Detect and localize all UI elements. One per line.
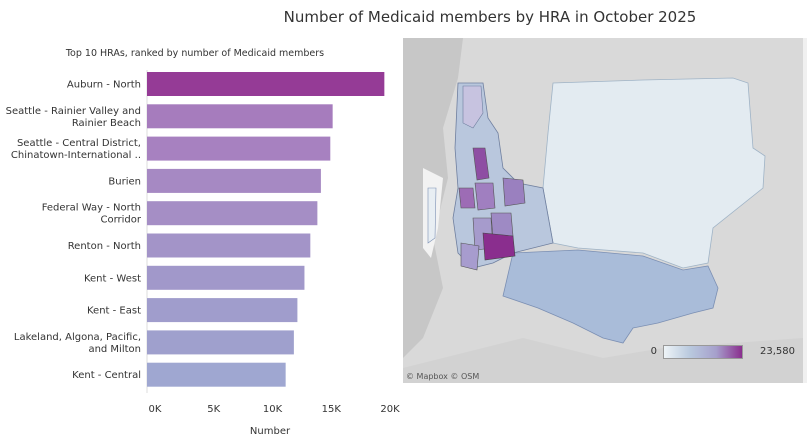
- region-southeast[interactable]: [502, 249, 719, 344]
- x-tick-label-4: 20K: [380, 404, 400, 415]
- adjacent-panel-edge: [803, 38, 807, 383]
- category-label-4: Federal Way - North Corridor: [42, 203, 142, 226]
- choropleth-map[interactable]: © Mapbox © OSM 0 23,580: [403, 38, 803, 383]
- chart-subtitle: Top 10 HRAs, ranked by number of Medicai…: [65, 48, 324, 59]
- x-tick-label-3: 15K: [322, 404, 342, 415]
- bar-0[interactable]: [147, 72, 385, 96]
- map-credit[interactable]: © Mapbox © OSM: [406, 372, 480, 381]
- category-label-2: Seattle - Central District, Chinatown-Int…: [11, 138, 141, 161]
- bar-chart: Top 10 HRAs, ranked by number of Medicai…: [6, 48, 400, 437]
- legend-max-value: 23,580: [760, 346, 795, 357]
- bar-8[interactable]: [147, 330, 294, 355]
- category-label-9: Kent - Central: [72, 370, 141, 381]
- region-federal-way[interactable]: [460, 242, 480, 271]
- category-label-1: Seattle - Rainier Valley and Rainier Beac…: [6, 106, 141, 129]
- legend-color-ramp: [663, 345, 743, 359]
- legend-min-value: 0: [650, 346, 657, 357]
- category-label-7: Kent - East: [87, 306, 141, 317]
- x-tick-label-0: 0K: [149, 404, 162, 415]
- bar-7[interactable]: [147, 298, 298, 323]
- bar-2[interactable]: [147, 136, 331, 161]
- category-label-3: Burien: [108, 176, 141, 187]
- region-seattle-central[interactable]: [472, 147, 490, 181]
- region-north-seattle[interactable]: [462, 85, 484, 129]
- region-vashon[interactable]: [427, 187, 437, 244]
- bar-1[interactable]: [147, 104, 333, 129]
- category-label-5: Renton - North: [68, 241, 141, 252]
- category-label-8: Lakeland, Algona, Pacific, and Milton: [14, 332, 141, 355]
- map-legend: 0 23,580: [650, 345, 795, 359]
- region-auburn-north[interactable]: [482, 232, 516, 261]
- bar-6[interactable]: [147, 265, 305, 290]
- bar-5[interactable]: [147, 233, 311, 258]
- bar-9[interactable]: [147, 362, 286, 387]
- x-axis-label: Number: [250, 426, 291, 437]
- region-bellevue[interactable]: [502, 177, 526, 207]
- chart-title: Number of Medicaid members by HRA in Oct…: [283, 8, 697, 26]
- category-labels-group: Auburn - North Seattle - Rainier Valley a…: [6, 80, 142, 382]
- category-label-0: Auburn - North: [67, 80, 141, 91]
- region-seattle-south[interactable]: [474, 182, 496, 211]
- x-tick-label-2: 10K: [263, 404, 283, 415]
- map-graphic[interactable]: [403, 38, 803, 383]
- region-burien[interactable]: [458, 187, 476, 209]
- bars-group: [147, 72, 385, 387]
- x-tick-label-1: 5K: [207, 404, 220, 415]
- bar-4[interactable]: [147, 201, 318, 226]
- category-label-6: Kent - West: [84, 273, 141, 284]
- x-ticks-group: 0K 5K 10K 15K 20K: [149, 404, 400, 415]
- bar-3[interactable]: [147, 168, 321, 193]
